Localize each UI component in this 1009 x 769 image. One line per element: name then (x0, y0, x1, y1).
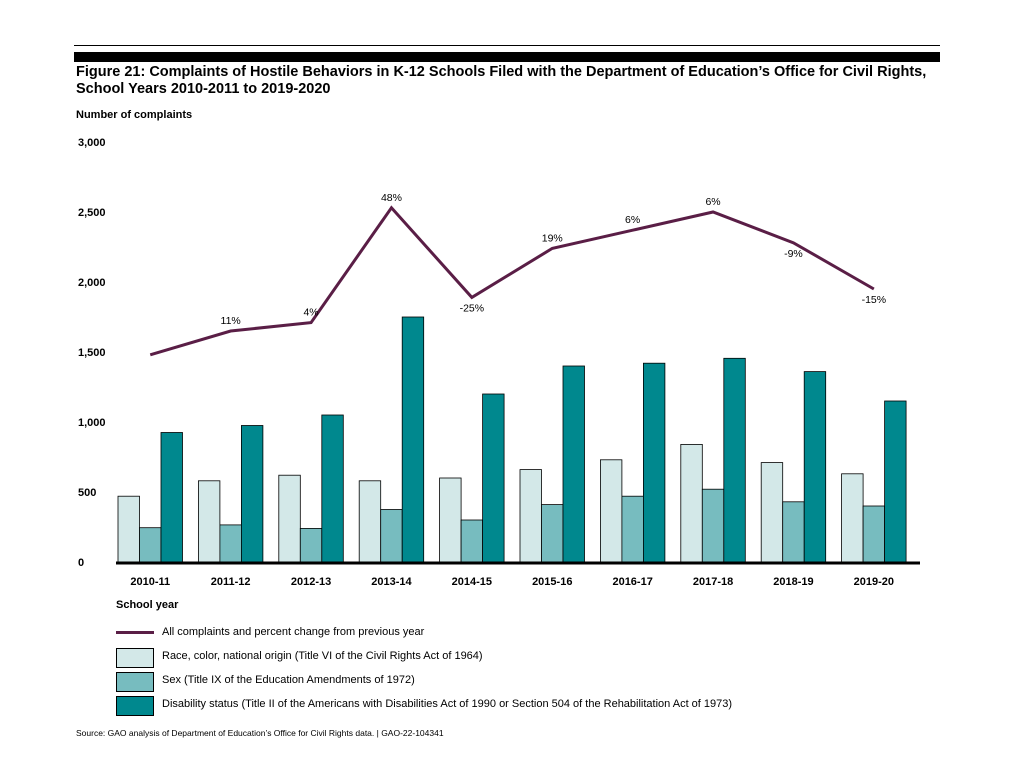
x-tick-label: 2013-14 (371, 576, 412, 588)
legend-label-disability: Disability status (Title II of the Ameri… (162, 698, 733, 710)
bar-sex (380, 509, 403, 563)
y-tick-label: 1,000 (78, 417, 106, 429)
top-rule (74, 45, 940, 46)
percent-change-label: -15% (862, 294, 887, 306)
percent-change-label: 11% (221, 315, 241, 327)
title-bar-rule (74, 52, 940, 62)
y-tick-label: 2,500 (78, 207, 106, 219)
chart-legend: All complaints and percent change from p… (116, 622, 946, 718)
legend-item-disability: Disability status (Title II of the Ameri… (116, 694, 946, 718)
bar-sex (541, 504, 564, 563)
y-tick-label: 1,500 (78, 347, 106, 359)
legend-swatch-sex (116, 672, 154, 692)
legend-swatch-total-line (116, 631, 154, 634)
x-tick-label: 2018-19 (773, 576, 813, 588)
bar-disability (803, 371, 827, 563)
legend-swatch-disability (116, 696, 154, 716)
y-axis-label: Number of complaints (76, 109, 193, 121)
x-tick-label: 2010-11 (130, 576, 170, 588)
bar-sex (460, 519, 484, 563)
bar-sex (139, 527, 162, 563)
bar-disability (723, 357, 746, 563)
x-tick-label: 2012-13 (291, 576, 331, 588)
bar-race (680, 443, 703, 563)
percent-change-label: 48% (381, 192, 402, 204)
percent-change-label: -9% (784, 248, 803, 260)
percent-change-label: 6% (705, 196, 720, 208)
y-tick-label: 0 (78, 557, 84, 569)
bar-race (117, 495, 140, 563)
y-tick-label: 2,000 (78, 277, 106, 289)
legend-item-total: All complaints and percent change from p… (116, 622, 946, 646)
bar-sex (782, 501, 805, 563)
figure-title-line-1: Figure 21: Complaints of Hostile Behavio… (76, 64, 927, 80)
x-tick-label: 2014-15 (452, 576, 492, 588)
legend-item-sex: Sex (Title IX of the Education Amendment… (116, 670, 946, 694)
y-tick-label: 500 (78, 487, 96, 499)
bar-disability (884, 400, 907, 563)
bar-disability (401, 316, 425, 563)
line-total-complaints (149, 205, 875, 357)
source-note: Source: GAO analysis of Department of Ed… (76, 728, 444, 738)
bar-disability (160, 432, 183, 563)
bar-sex (219, 524, 242, 563)
x-tick-label: 2019-20 (854, 576, 894, 588)
figure-title: Figure 21: Complaints of Hostile Behavio… (76, 64, 946, 98)
bar-disability (643, 362, 666, 563)
bar-sex (862, 505, 885, 563)
bar-race (278, 474, 301, 563)
figure-title-line-2: School Years 2010-2011 to 2019-2020 (76, 81, 331, 97)
legend-item-race: Race, color, national origin (Title VI o… (116, 646, 946, 670)
legend-label-race: Race, color, national origin (Title VI o… (162, 650, 483, 662)
percent-change-label: 4% (303, 307, 318, 319)
bar-sex (621, 495, 644, 563)
x-tick-label: 2016-17 (612, 576, 652, 588)
y-tick-label: 3,000 (78, 137, 106, 149)
legend-label-total: All complaints and percent change from p… (162, 626, 425, 638)
x-tick-label: 2011-12 (211, 576, 251, 588)
bar-disability (482, 393, 505, 563)
x-axis-label: School year (116, 599, 179, 611)
bar-sex (299, 528, 323, 563)
bar-race (439, 477, 462, 563)
percent-change-label: -25% (460, 302, 485, 314)
bar-race (197, 480, 221, 563)
bar-disability (321, 414, 344, 563)
bar-race (760, 462, 784, 563)
bar-sex (701, 488, 725, 563)
percent-change-label: 6% (625, 214, 640, 226)
legend-swatch-race (116, 648, 154, 668)
bar-disability (240, 425, 264, 563)
percent-change-label: 19% (542, 232, 563, 244)
bar-race (600, 459, 623, 563)
bar-disability (562, 365, 585, 563)
chart-plot: 0 500 1,000 1,500 2,000 2,500 3,000 2010-11 2011… (78, 137, 920, 588)
x-tick-label: 2017-18 (693, 576, 733, 588)
x-tick-label: 2015-16 (532, 576, 572, 588)
bar-race (358, 480, 382, 563)
bar-race (841, 473, 864, 563)
bar-race (519, 469, 542, 563)
legend-label-sex: Sex (Title IX of the Education Amendment… (162, 674, 415, 686)
